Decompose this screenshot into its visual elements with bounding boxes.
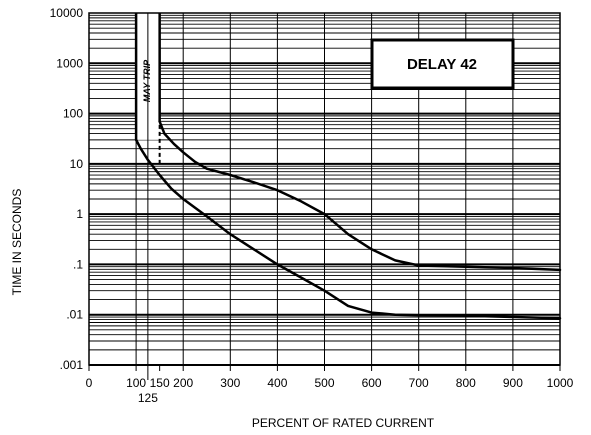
x-tick-label: 300 (220, 376, 240, 390)
x-tick-labels: 0 100 150 200 300 400 500 600 700 800 900 1000 125 (86, 13, 574, 405)
x-tick-label: 0 (86, 376, 93, 390)
x-tick-label: 600 (362, 376, 382, 390)
annotation-label: DELAY 42 (407, 56, 477, 73)
y-tick-label: 10 (70, 157, 84, 171)
x-tick-label: 100 (126, 376, 146, 390)
delay-annotation-box: DELAY 42 (370, 38, 515, 90)
y-tick-label: .001 (60, 358, 84, 372)
y-tick-label: 1000 (56, 56, 83, 70)
x-tick-label: 500 (314, 376, 334, 390)
curve-lower (134, 138, 562, 320)
grid (88, 13, 561, 366)
curve-upper (158, 120, 562, 272)
x-tick-label: 800 (456, 376, 476, 390)
y-tick-label: .1 (73, 257, 83, 271)
y-tick-label: 100 (63, 107, 83, 121)
y-tick-labels: .001 .01 .1 1 10 100 1000 10000 (50, 6, 84, 372)
x-tick-label: 1000 (547, 376, 574, 390)
x-tick-label: 150 (150, 376, 170, 390)
x-tick-label: 900 (503, 376, 523, 390)
curves (134, 120, 562, 320)
y-tick-label: 10000 (50, 6, 84, 20)
x-tick-label: 700 (409, 376, 429, 390)
x-axis-title: PERCENT OF RATED CURRENT (252, 416, 435, 430)
y-axis-title: TIME IN SECONDS (10, 189, 24, 296)
y-tick-label: 1 (76, 207, 83, 221)
y-tick-label: .01 (66, 308, 83, 322)
may-trip-label: MAY TRIP (142, 59, 152, 102)
annotation-frame (370, 38, 515, 90)
x-tick-label: 200 (173, 376, 193, 390)
x-tick-label-125: 125 (138, 391, 158, 405)
x-tick-label: 400 (267, 376, 287, 390)
